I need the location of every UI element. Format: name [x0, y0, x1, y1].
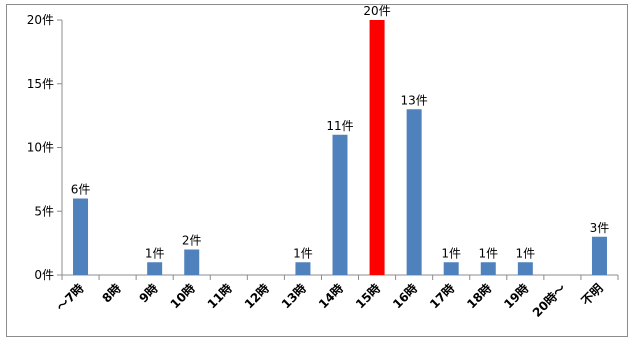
x-tick-label: 16時 [389, 281, 420, 312]
x-tick-label: 〜7時 [53, 281, 86, 314]
data-label: 6件 [71, 183, 91, 197]
y-tick-label: 20件 [27, 13, 54, 27]
bars [73, 20, 607, 275]
x-tick-label: 不明 [579, 281, 606, 308]
y-tick-label: 15件 [27, 77, 54, 91]
bar [73, 198, 89, 275]
bar [517, 262, 533, 275]
data-label: 1件 [145, 246, 165, 260]
bar [295, 262, 311, 275]
data-label: 1件 [441, 246, 461, 260]
bar [406, 109, 422, 275]
x-tick-label: 8時 [99, 281, 124, 306]
chart-frame [6, 4, 628, 337]
bar [591, 236, 607, 275]
data-label: 3件 [590, 221, 610, 235]
y-tick-labels: 0件 5件 10件 15件 20件 [27, 13, 54, 282]
data-label: 13件 [400, 93, 427, 107]
bar [184, 249, 200, 275]
data-label: 20件 [363, 4, 390, 18]
x-tick-label: 14時 [315, 281, 346, 312]
x-tick-label: 17時 [426, 281, 457, 312]
y-tick-label: 10件 [27, 141, 54, 155]
x-tick-label: 19時 [501, 281, 532, 312]
y-tick-label: 0件 [34, 268, 54, 282]
x-tick-labels: 〜7時 8時 9時 10時 11時 12時 13時 14時 15時 16時 17時 18時 19時20時… [53, 281, 605, 320]
bar [369, 20, 385, 275]
bar [443, 262, 459, 275]
data-label: 1件 [516, 246, 536, 260]
bar [480, 262, 496, 275]
x-tick-label: 15時 [352, 281, 383, 312]
bar [332, 134, 348, 275]
data-label: 11件 [326, 119, 353, 133]
data-labels: 6件 1件 2件 1件 11件 20件 13件 1件 1件 1件 3件 [71, 4, 610, 260]
x-tick-label: 11時 [204, 281, 235, 312]
data-label: 1件 [293, 246, 313, 260]
x-tick-label: 10時 [167, 281, 198, 312]
bar [147, 262, 163, 275]
data-label: 2件 [182, 234, 202, 248]
x-tick-label: 12時 [241, 281, 272, 312]
data-label: 1件 [478, 246, 498, 260]
x-tick-label: 13時 [278, 281, 309, 312]
x-tick-label: 20時〜 [529, 281, 568, 320]
x-tick-label: 18時 [463, 281, 494, 312]
x-tick-label: 9時 [136, 281, 161, 306]
y-tick-label: 5件 [34, 204, 54, 218]
